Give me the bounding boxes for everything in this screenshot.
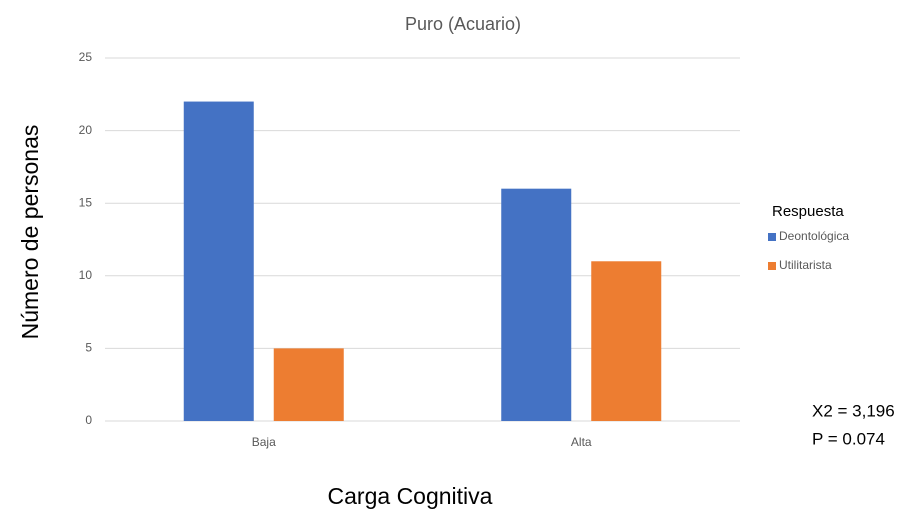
bar — [183, 101, 254, 421]
y-axis-label: Número de personas — [17, 125, 43, 340]
legend-label: Utilitarista — [779, 258, 832, 272]
y-tick-label: 15 — [79, 195, 93, 209]
annotation: X2 = 3,196 — [812, 401, 895, 420]
legend-swatch — [768, 233, 776, 241]
y-tick-label: 5 — [85, 341, 92, 355]
y-tick-label: 25 — [79, 50, 93, 64]
x-axis-label: Carga Cognitiva — [328, 483, 493, 509]
bar — [501, 188, 572, 421]
legend-label: Deontológica — [779, 229, 849, 243]
y-tick-label: 20 — [79, 123, 93, 137]
legend-title: Respuesta — [772, 203, 844, 220]
bar — [273, 348, 344, 421]
legend-swatch — [768, 262, 776, 270]
annotation: P = 0.074 — [812, 429, 885, 448]
chart-title: Puro (Acuario) — [405, 14, 521, 34]
x-tick-label: Alta — [571, 435, 592, 449]
bar — [591, 261, 662, 421]
y-tick-label: 0 — [85, 413, 92, 427]
x-tick-label: Baja — [252, 435, 276, 449]
y-tick-label: 10 — [79, 268, 93, 282]
